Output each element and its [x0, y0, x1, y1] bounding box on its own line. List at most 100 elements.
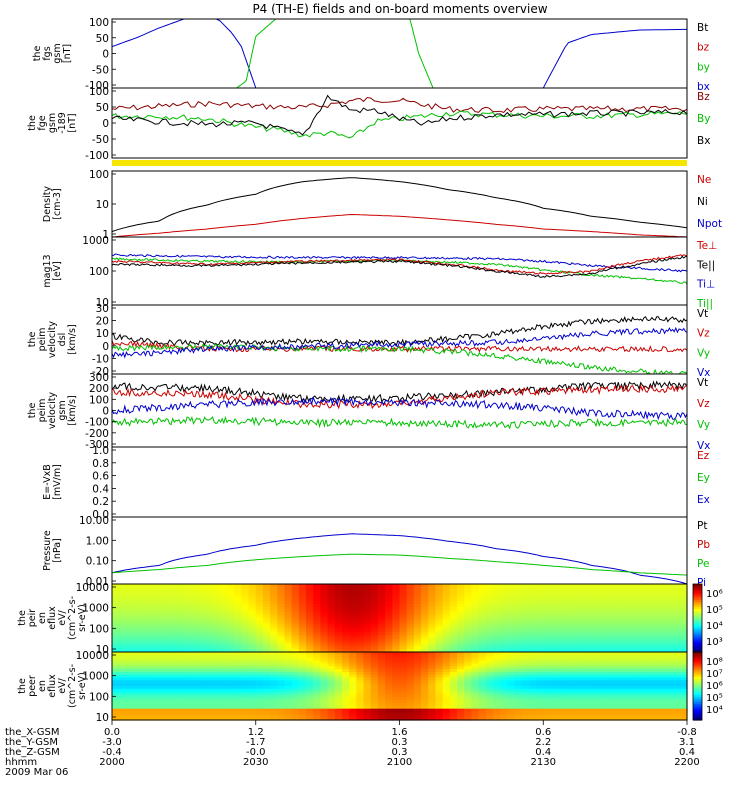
y-axis-label: fge [37, 115, 48, 130]
heatmap-cell [140, 669, 149, 673]
heatmap-cell [126, 629, 135, 633]
heatmap-cell [392, 663, 401, 667]
heatmap-cell [607, 592, 616, 596]
heatmap-cell [615, 609, 623, 613]
legend-label: Vz [697, 328, 710, 340]
heatmap-cell [622, 663, 631, 667]
heatmap-cell [428, 584, 437, 588]
heatmap-cell [406, 640, 415, 645]
heatmap-cell [334, 643, 343, 647]
heatmap-cell [629, 629, 638, 633]
heatmap-cell [672, 660, 681, 664]
heatmap-cell [133, 700, 142, 704]
heatmap-cell [636, 646, 645, 650]
heatmap-cell [112, 708, 120, 713]
heatmap-cell [363, 632, 372, 636]
heatmap-cell [543, 584, 552, 588]
heatmap-cell [435, 615, 444, 619]
heatmap-cell [147, 711, 156, 715]
heatmap-cell [270, 674, 278, 679]
y-tick-label: 10 [96, 199, 109, 211]
heatmap-cell [140, 657, 149, 662]
heatmap-cell [428, 697, 437, 701]
colorbar-cell [693, 706, 702, 710]
heatmap-cell [600, 652, 609, 656]
heatmap-cell [557, 674, 566, 679]
heatmap-cell [586, 649, 595, 653]
heatmap-cell [572, 674, 580, 679]
legend-label: Ex [697, 494, 710, 506]
heatmap-cell [514, 657, 523, 662]
heatmap-cell [147, 666, 156, 670]
heatmap-cell [636, 694, 645, 698]
heatmap-cell [586, 691, 595, 696]
heatmap-cell [313, 663, 322, 667]
heatmap-cell [651, 626, 659, 630]
heatmap-cell [413, 584, 422, 588]
heatmap-cell [485, 629, 494, 633]
heatmap-cell [492, 623, 501, 628]
y-axis-label: the [17, 678, 28, 694]
colorbar-cell [693, 647, 702, 651]
heatmap-cell [270, 632, 278, 636]
heatmap-cell [413, 595, 422, 599]
heatmap-cell [564, 640, 573, 645]
heatmap-cell [126, 652, 135, 656]
heatmap-cell [457, 669, 465, 673]
heatmap-cell [162, 688, 171, 693]
heatmap-cell [572, 711, 580, 715]
heatmap-cell [119, 601, 127, 605]
heatmap-cell [413, 609, 422, 613]
heatmap-cell [464, 623, 472, 628]
heatmap-cell [449, 643, 458, 647]
heatmap-cell [162, 714, 171, 718]
heatmap-cell [399, 671, 408, 676]
heatmap-cell [421, 708, 429, 713]
heatmap-cell [291, 601, 300, 605]
heatmap-cell [550, 666, 559, 670]
x-axis-row-label: hhmm [5, 757, 37, 768]
heatmap-cell [406, 646, 415, 650]
heatmap-cell [241, 629, 250, 633]
heatmap-cell [507, 623, 516, 628]
heatmap-cell [169, 584, 178, 588]
heatmap-cell [241, 635, 250, 639]
legend-label: Ey [697, 472, 710, 484]
heatmap-cell [514, 584, 523, 588]
heatmap-cell [363, 652, 372, 656]
heatmap-cell [399, 654, 408, 659]
heatmap-cell [191, 623, 199, 628]
heatmap-cell [665, 700, 674, 704]
heatmap-cell [399, 652, 408, 656]
heatmap-cell [205, 666, 214, 670]
heatmap-cell [457, 603, 465, 608]
heatmap-cell [593, 632, 602, 636]
heatmap-cell [162, 671, 171, 676]
heatmap-cell [593, 620, 602, 625]
heatmap-cell [572, 708, 580, 713]
heatmap-cell [126, 592, 135, 596]
heatmap-cell [428, 589, 437, 594]
heatmap-cell [615, 703, 623, 707]
heatmap-cell [234, 711, 242, 715]
heatmap-cell [615, 649, 623, 653]
heatmap-cell [219, 626, 228, 630]
heatmap-cell [421, 677, 429, 681]
heatmap-cell [133, 683, 142, 687]
heatmap-cell [457, 637, 465, 642]
y-tick-label: 1 [102, 229, 109, 241]
heatmap-cell [572, 598, 580, 602]
heatmap-cell [658, 711, 667, 715]
heatmap-cell [478, 589, 487, 594]
heatmap-cell [205, 589, 214, 594]
x-tick-label: 0.6 [535, 727, 551, 738]
heatmap-cell [428, 595, 437, 599]
heatmap-cell [392, 705, 401, 710]
heatmap-cell [658, 666, 667, 670]
heatmap-cell [212, 643, 221, 647]
heatmap-cell [133, 688, 142, 693]
heatmap-cell [399, 612, 408, 616]
heatmap-cell [306, 714, 314, 718]
heatmap-cell [327, 623, 336, 628]
colorbar-cell [693, 645, 702, 649]
